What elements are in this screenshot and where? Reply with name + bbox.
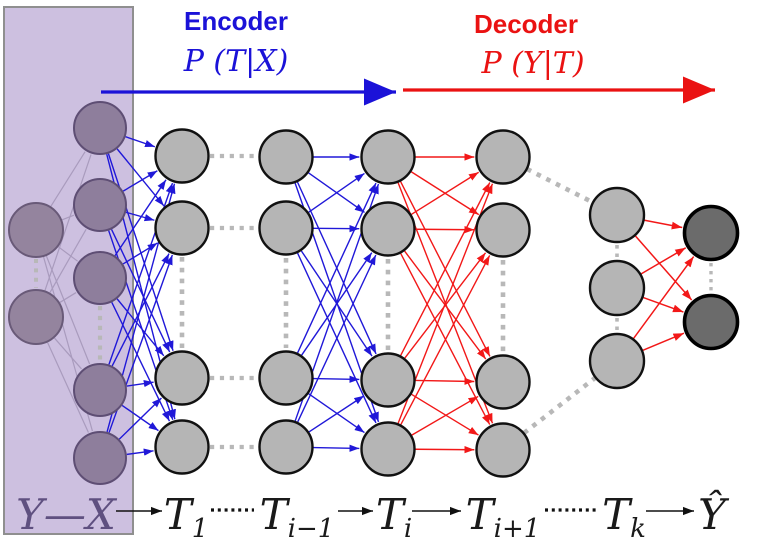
edge-Tim1-Ti bbox=[308, 172, 365, 213]
node-X-0 bbox=[73, 101, 127, 155]
label-t-i: Ti bbox=[376, 490, 412, 544]
edge-X-T1 bbox=[125, 136, 156, 148]
label-t-i-plus-1: Ti+1 bbox=[466, 490, 541, 544]
edge-Tk-Yhat bbox=[640, 247, 687, 275]
edge-X-T1 bbox=[116, 298, 165, 357]
node-Ti-1 bbox=[360, 201, 416, 257]
edge-X-T1 bbox=[114, 179, 167, 256]
node-X-2 bbox=[73, 251, 127, 305]
edge-Ti-Tip1 bbox=[415, 446, 475, 454]
node-X-3 bbox=[73, 363, 127, 417]
edge-Y-X bbox=[58, 246, 78, 262]
node-Tip1-2 bbox=[475, 354, 531, 410]
node-Tim1-2 bbox=[258, 350, 314, 406]
edge-Tk-Yhat bbox=[634, 235, 693, 301]
edge-Tim1-Ti bbox=[313, 375, 360, 383]
node-T1-0 bbox=[154, 128, 210, 184]
edge-Tim1-Ti bbox=[296, 182, 377, 354]
node-T1-1 bbox=[154, 200, 210, 256]
edge-Ti-Tip1 bbox=[415, 377, 475, 385]
node-Tim1-3 bbox=[258, 419, 314, 475]
node-X-1 bbox=[73, 178, 127, 232]
decoder-title: Decoder bbox=[473, 9, 579, 39]
edge-Y-X bbox=[44, 154, 92, 291]
node-Ti-3 bbox=[360, 421, 416, 477]
node-Y-0 bbox=[8, 202, 64, 258]
encoder-title: Encoder bbox=[183, 6, 289, 36]
edge-Tim1-Ti bbox=[313, 444, 360, 452]
node-T1-3 bbox=[154, 419, 210, 475]
node-Tim1-0 bbox=[258, 129, 314, 185]
edge-X-T1 bbox=[122, 170, 158, 192]
edge-X-T1 bbox=[116, 148, 165, 207]
edge-Ti-Tip1 bbox=[410, 171, 480, 216]
edge-Tim1-Ti bbox=[297, 254, 377, 423]
decoder-formula: P (Y|T) bbox=[481, 46, 585, 81]
node-Tk-0 bbox=[588, 186, 646, 244]
edge-Y-X bbox=[49, 229, 87, 293]
node-Ti-0 bbox=[360, 129, 416, 185]
label-t-i-minus-1: Ti−1 bbox=[260, 490, 335, 544]
edge-X-T1 bbox=[122, 242, 158, 265]
encoder-formula: P (T|X) bbox=[183, 44, 289, 79]
node-Tip1-1 bbox=[475, 202, 531, 258]
edge-Ti-Tip1 bbox=[415, 226, 475, 234]
edge-Y-X bbox=[59, 292, 77, 303]
label-t-1: T1 bbox=[164, 490, 209, 544]
node-Tip1-3 bbox=[475, 422, 531, 478]
edge-Ti-Tip1 bbox=[411, 393, 479, 436]
node-T1-2 bbox=[154, 350, 210, 406]
dotted-link bbox=[522, 376, 597, 435]
edge-Y-X bbox=[50, 151, 86, 207]
label-y-hat: Ŷ bbox=[698, 489, 730, 539]
node-Ti-2 bbox=[360, 352, 416, 408]
edge-X-T1 bbox=[126, 379, 154, 388]
node-Yhat-0 bbox=[682, 204, 740, 262]
edge-Ti-Tip1 bbox=[411, 395, 479, 436]
edge-Ti-Tip1 bbox=[400, 255, 491, 425]
edge-Y-X bbox=[47, 342, 89, 433]
node-Yhat-1 bbox=[682, 293, 740, 351]
node-Tk-2 bbox=[588, 332, 646, 390]
edge-Tk-Yhat bbox=[644, 219, 683, 230]
edge-Tk-Yhat bbox=[632, 256, 695, 339]
edge-Tk-Yhat bbox=[642, 332, 685, 351]
node-Tk-1 bbox=[588, 259, 646, 317]
dotted-link bbox=[525, 166, 594, 205]
edge-X-T1 bbox=[125, 211, 155, 222]
edge-Tim1-Ti bbox=[308, 395, 365, 433]
label-t-k: Tk bbox=[602, 490, 646, 544]
label-y-x: Y—X bbox=[16, 490, 118, 539]
edge-Y-X bbox=[61, 214, 75, 221]
edge-Y-X bbox=[45, 255, 91, 365]
node-X-4 bbox=[73, 431, 127, 485]
edge-X-T1 bbox=[110, 229, 171, 353]
edge-Ti-Tip1 bbox=[399, 182, 491, 356]
edge-Tk-Yhat bbox=[643, 296, 684, 313]
edge-X-T1 bbox=[126, 448, 154, 456]
node-Tip1-0 bbox=[475, 129, 531, 185]
edge-Y-X bbox=[54, 337, 82, 370]
node-Tim1-1 bbox=[258, 200, 314, 256]
edge-X-T1 bbox=[118, 397, 162, 440]
node-Y-1 bbox=[8, 289, 64, 345]
